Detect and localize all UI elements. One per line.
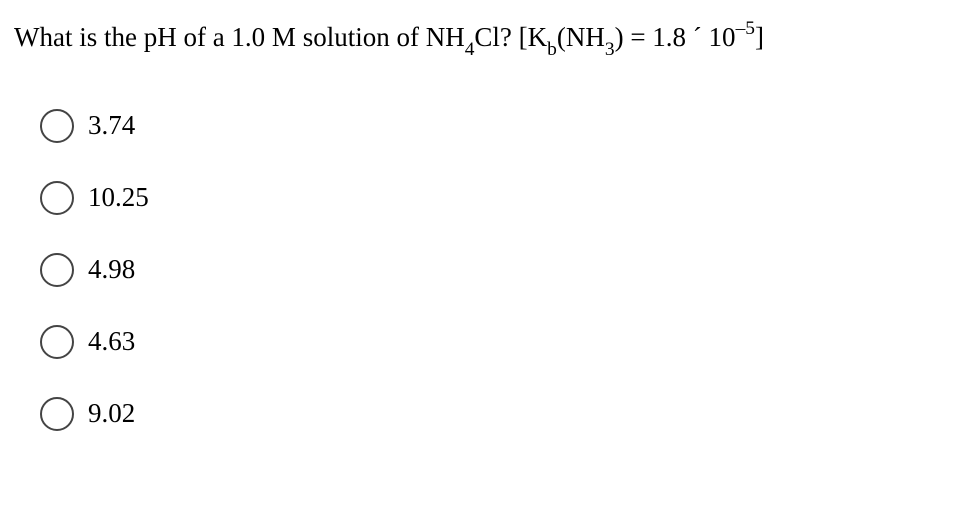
option-3[interactable]: 4.98: [40, 253, 966, 287]
radio-icon[interactable]: [40, 109, 74, 143]
option-4[interactable]: 4.63: [40, 325, 966, 359]
option-label: 9.02: [88, 400, 135, 427]
question-text: What is the pH of a 1.0 M solution of NH…: [14, 18, 966, 61]
question-part: (NH: [557, 22, 605, 52]
option-2[interactable]: 10.25: [40, 181, 966, 215]
option-label: 10.25: [88, 184, 149, 211]
option-label: 3.74: [88, 112, 135, 139]
radio-icon[interactable]: [40, 397, 74, 431]
radio-icon[interactable]: [40, 253, 74, 287]
quiz-container: What is the pH of a 1.0 M solution of NH…: [0, 0, 976, 441]
option-label: 4.63: [88, 328, 135, 355]
radio-icon[interactable]: [40, 325, 74, 359]
subscript: b: [547, 39, 557, 60]
option-label: 4.98: [88, 256, 135, 283]
question-part: ) = 1.8 ´ 10: [615, 22, 736, 52]
radio-icon[interactable]: [40, 181, 74, 215]
subscript: 3: [605, 39, 615, 60]
option-5[interactable]: 9.02: [40, 397, 966, 431]
question-part: ]: [755, 22, 764, 52]
subscript: 4: [465, 39, 475, 60]
option-1[interactable]: 3.74: [40, 109, 966, 143]
question-part: What is the pH of a 1.0 M solution of NH: [14, 22, 465, 52]
superscript: –5: [736, 18, 755, 39]
options-list: 3.74 10.25 4.98 4.63 9.02: [14, 109, 966, 431]
question-part: Cl? [K: [474, 22, 547, 52]
